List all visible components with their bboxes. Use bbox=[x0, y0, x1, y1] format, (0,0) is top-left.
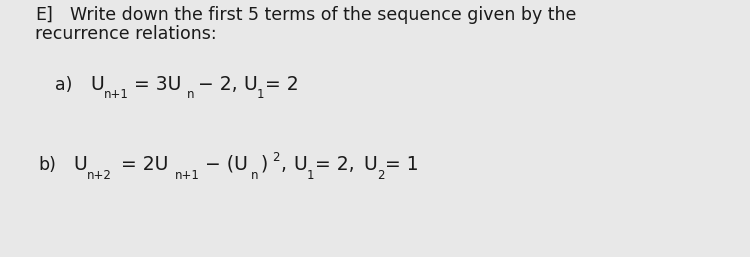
Text: 1: 1 bbox=[307, 169, 314, 182]
Text: recurrence relations:: recurrence relations: bbox=[35, 25, 217, 43]
Text: b): b) bbox=[38, 156, 56, 174]
Text: n+2: n+2 bbox=[87, 169, 112, 182]
Text: U: U bbox=[243, 75, 256, 94]
Text: n+1: n+1 bbox=[175, 169, 200, 182]
Text: 1: 1 bbox=[257, 88, 265, 101]
Text: U: U bbox=[363, 155, 376, 174]
Text: a): a) bbox=[55, 76, 72, 94]
Text: E]: E] bbox=[35, 6, 52, 24]
Text: n+1: n+1 bbox=[104, 88, 129, 101]
Text: = 2U: = 2U bbox=[121, 155, 168, 174]
Text: n: n bbox=[251, 169, 259, 182]
Text: = 2,: = 2, bbox=[315, 155, 355, 174]
Text: = 1: = 1 bbox=[385, 155, 418, 174]
Text: = 3U: = 3U bbox=[134, 75, 182, 94]
Text: U: U bbox=[90, 75, 104, 94]
Text: Write down the first 5 terms of the sequence given by the: Write down the first 5 terms of the sequ… bbox=[70, 6, 576, 24]
Text: n: n bbox=[187, 88, 194, 101]
Text: 2: 2 bbox=[272, 151, 280, 164]
Text: ,: , bbox=[280, 155, 286, 174]
Text: U: U bbox=[293, 155, 307, 174]
Text: = 2: = 2 bbox=[265, 75, 298, 94]
Text: 2: 2 bbox=[377, 169, 385, 182]
Text: ): ) bbox=[261, 155, 268, 174]
Text: − (U: − (U bbox=[205, 155, 248, 174]
Text: U: U bbox=[73, 155, 87, 174]
Text: − 2,: − 2, bbox=[198, 75, 238, 94]
